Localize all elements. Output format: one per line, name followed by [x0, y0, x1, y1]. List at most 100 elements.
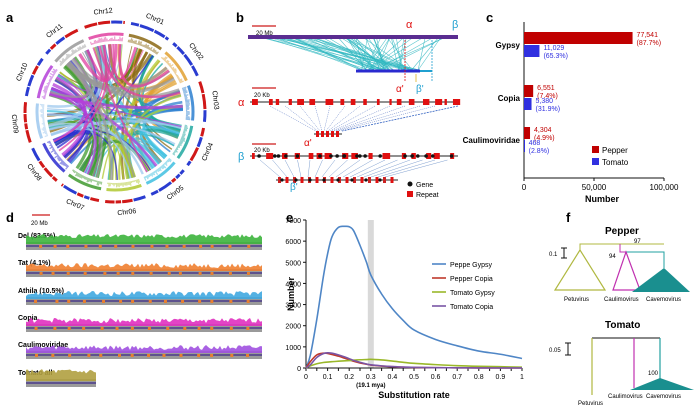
- chromosome-ideogram: [54, 39, 85, 63]
- density-tick: [43, 91, 47, 94]
- marker: [247, 245, 251, 248]
- synteny-ribbon: [52, 82, 89, 157]
- density-tracks: Del (83.5%) Tat (4.1%) Athila (10.5%) Copia…: [18, 233, 262, 387]
- density-tick: [65, 164, 69, 168]
- density-tick: [69, 53, 72, 57]
- repeat-block: [331, 131, 334, 137]
- bar-value-label: 468: [529, 140, 541, 147]
- bar-pct-label: (2.8%): [529, 148, 550, 155]
- x-tick-label: 0.9: [496, 374, 506, 381]
- marker: [39, 245, 43, 248]
- density-tick: [183, 129, 188, 132]
- density-tick: [49, 142, 52, 145]
- density-tick: [54, 150, 56, 153]
- density-tick: [43, 130, 47, 132]
- repeat-block: [266, 153, 274, 159]
- repeat-block: [309, 99, 316, 105]
- chromosome-band: [84, 22, 98, 29]
- chromosome-label: Chr02: [187, 42, 204, 62]
- density-tick: [178, 78, 183, 82]
- density-tick: [58, 158, 63, 162]
- marker: [103, 272, 107, 275]
- synteny-ribbon: [58, 73, 100, 177]
- chromosome-ideogram: [36, 64, 54, 99]
- repeat-block: [368, 153, 373, 159]
- homology-link: [307, 159, 311, 178]
- bar-value-label: 6,551: [537, 85, 555, 92]
- scale-bot-label: 20 Kb: [254, 148, 270, 154]
- bar-tomato-caulimoviridae: [524, 140, 525, 152]
- gene-legend-marker: [407, 181, 413, 187]
- density-tick: [137, 40, 140, 45]
- marker: [99, 354, 103, 357]
- homology-link: [377, 159, 436, 178]
- homology-link: [356, 159, 398, 178]
- marker: [148, 300, 152, 303]
- marker: [229, 300, 233, 303]
- density-tick: [42, 128, 47, 131]
- density-tick: [161, 164, 165, 169]
- scale-top-label: 20 Mb: [256, 31, 273, 37]
- marker: [130, 354, 134, 357]
- alpha-label: α: [406, 19, 413, 31]
- density-tick: [44, 86, 49, 89]
- chromosome-label: Chr10: [16, 62, 30, 82]
- marker: [119, 300, 123, 303]
- density-tick: [141, 44, 144, 47]
- y-tick-label: 3000: [285, 303, 301, 310]
- density-tick: [149, 46, 153, 51]
- density-tick: [59, 60, 64, 65]
- beta-region-track: [250, 153, 458, 183]
- chromosome-band: [38, 160, 46, 169]
- marker: [39, 272, 43, 275]
- gene-marker: [350, 178, 354, 182]
- marker: [210, 354, 214, 357]
- synteny-ribbon: [50, 128, 132, 179]
- density-tick: [168, 157, 172, 162]
- density-tick: [44, 132, 48, 135]
- density-tick: [96, 40, 99, 44]
- density-tick: [85, 177, 89, 181]
- gene-marker: [449, 154, 454, 158]
- chromosome-ideogram: [164, 51, 188, 82]
- chromosome-label: Chr01: [145, 13, 165, 27]
- top-chromosome-track: [248, 35, 458, 82]
- density-tick: [163, 56, 168, 62]
- density-tick: [183, 90, 188, 93]
- density-tick: [174, 72, 177, 75]
- chromosome-band: [55, 36, 66, 45]
- density-tick: [81, 45, 85, 49]
- bar-tomato-gypsy: [524, 45, 540, 57]
- marker: [210, 272, 214, 275]
- repeat-block: [252, 99, 258, 105]
- density-tick: [49, 146, 54, 150]
- repeat-block: [382, 153, 391, 159]
- chromosome-band: [60, 183, 64, 187]
- marker: [114, 245, 118, 248]
- density-tick: [171, 67, 175, 71]
- tomato-tree-title: Tomato: [605, 320, 640, 331]
- density-tick: [70, 50, 75, 55]
- marker: [84, 245, 88, 248]
- marker: [246, 327, 250, 330]
- chromosome-band: [130, 21, 140, 27]
- density-tick: [167, 62, 171, 66]
- marker: [163, 300, 167, 303]
- density-tick: [71, 52, 74, 56]
- synteny-ribbon: [92, 47, 148, 173]
- density-tick: [41, 122, 46, 125]
- density-tick: [161, 57, 164, 60]
- chromosome-band: [97, 20, 111, 26]
- density-tick: [41, 127, 47, 130]
- y-tick-label: 4000: [285, 281, 301, 288]
- synteny-link: [274, 37, 382, 71]
- density-tick: [59, 64, 62, 67]
- x-tick-label: 100,000: [650, 183, 679, 192]
- chromosome-band: [172, 42, 178, 48]
- density-tick: [154, 170, 159, 175]
- panel-c-label: c: [486, 10, 493, 25]
- density-tick: [153, 171, 156, 174]
- density-tick: [146, 174, 150, 178]
- marker: [167, 272, 171, 275]
